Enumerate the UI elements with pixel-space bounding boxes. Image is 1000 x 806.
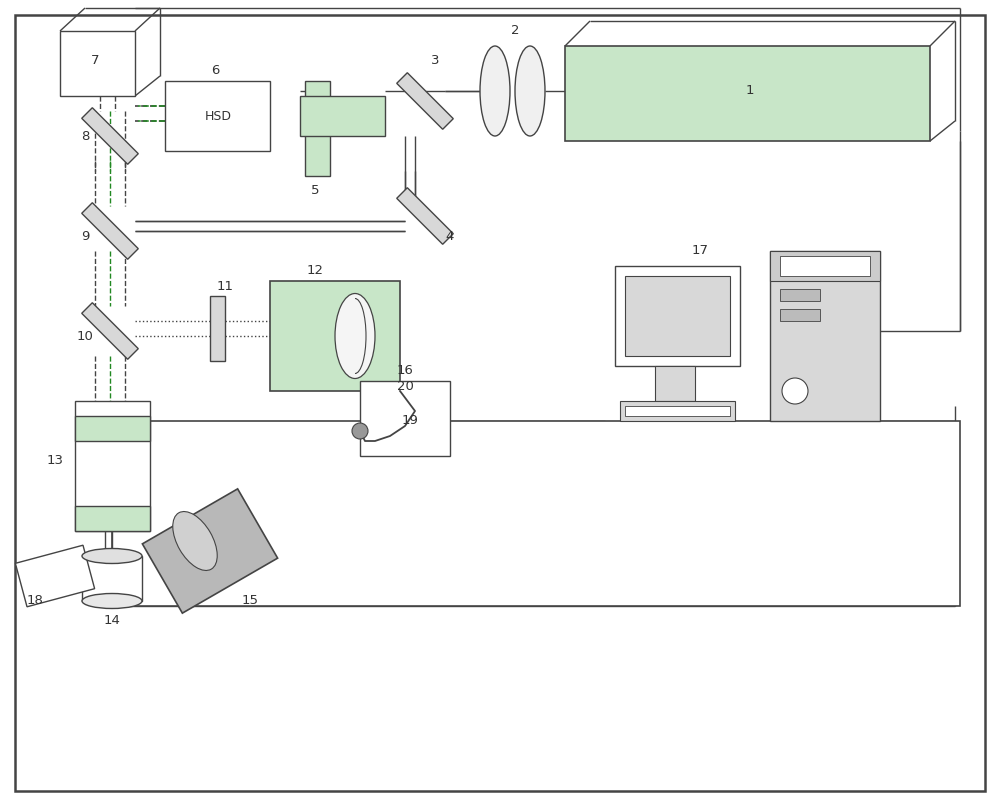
- Bar: [210, 296, 225, 361]
- Text: 14: 14: [104, 614, 120, 628]
- Bar: [75, 506, 150, 531]
- Text: 12: 12: [306, 264, 324, 277]
- Text: 6: 6: [211, 64, 219, 77]
- Text: 5: 5: [311, 185, 319, 197]
- Polygon shape: [82, 203, 138, 260]
- Text: 8: 8: [81, 130, 89, 143]
- Bar: [625, 406, 730, 416]
- Bar: [655, 366, 695, 401]
- Text: 18: 18: [27, 595, 43, 608]
- Polygon shape: [82, 303, 138, 359]
- Text: 1: 1: [746, 85, 754, 98]
- Text: 3: 3: [431, 55, 439, 68]
- Text: 11: 11: [216, 280, 234, 293]
- Polygon shape: [397, 188, 453, 244]
- Ellipse shape: [480, 46, 510, 136]
- Ellipse shape: [173, 512, 217, 571]
- Text: 16: 16: [397, 364, 413, 377]
- Ellipse shape: [82, 549, 142, 563]
- Ellipse shape: [335, 293, 375, 379]
- Bar: [300, 96, 385, 136]
- Bar: [360, 381, 450, 456]
- Ellipse shape: [82, 593, 142, 609]
- Bar: [780, 256, 870, 276]
- Bar: [625, 276, 730, 356]
- Bar: [60, 31, 135, 96]
- Circle shape: [352, 423, 368, 439]
- Bar: [780, 309, 820, 321]
- Bar: [770, 251, 880, 281]
- Text: 9: 9: [81, 230, 89, 243]
- Bar: [770, 251, 880, 421]
- Bar: [615, 266, 740, 366]
- Text: 7: 7: [91, 55, 99, 68]
- Bar: [620, 401, 735, 421]
- Polygon shape: [397, 73, 453, 129]
- Text: 2: 2: [511, 24, 519, 38]
- Bar: [75, 401, 150, 531]
- Circle shape: [782, 378, 808, 404]
- Bar: [270, 281, 400, 391]
- Bar: [565, 46, 930, 141]
- Polygon shape: [82, 108, 138, 164]
- Bar: [165, 81, 270, 151]
- Text: 13: 13: [46, 455, 64, 467]
- Ellipse shape: [515, 46, 545, 136]
- Bar: [112, 421, 960, 606]
- Text: 4: 4: [446, 230, 454, 243]
- Bar: [82, 556, 142, 601]
- Text: 17: 17: [692, 244, 708, 257]
- Text: 19: 19: [402, 414, 418, 427]
- Text: 15: 15: [242, 595, 258, 608]
- Bar: [780, 289, 820, 301]
- Bar: [75, 416, 150, 441]
- Polygon shape: [15, 545, 95, 607]
- Bar: [305, 81, 330, 176]
- Polygon shape: [142, 489, 278, 613]
- Text: HSD: HSD: [205, 110, 232, 123]
- Text: 20: 20: [397, 380, 413, 393]
- Text: 10: 10: [77, 330, 93, 343]
